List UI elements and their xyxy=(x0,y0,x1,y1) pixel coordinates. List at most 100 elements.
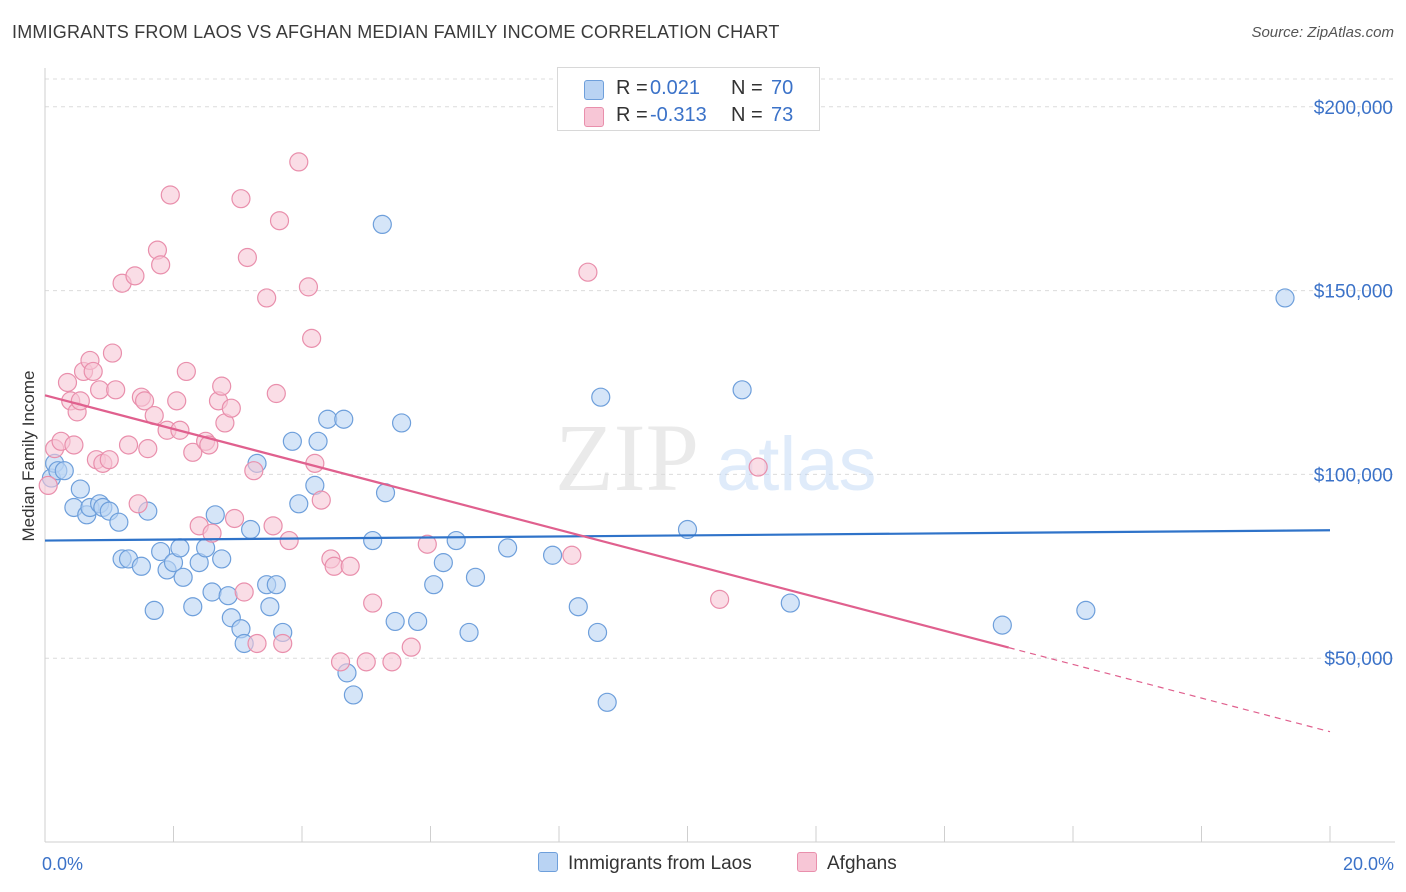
point-afghans xyxy=(237,247,257,268)
legend-row-laos: R = 0.021 N = 70 xyxy=(558,74,819,102)
point-laos xyxy=(131,556,151,576)
point-afghans xyxy=(324,556,344,576)
point-afghans xyxy=(298,277,319,297)
point-afghans xyxy=(128,494,148,514)
point-afghans xyxy=(224,508,245,529)
point-afghans xyxy=(202,523,222,543)
y-tick-label: $100,000 xyxy=(1314,465,1393,486)
point-afghans xyxy=(279,530,299,551)
point-afghans xyxy=(176,361,196,382)
series-label-laos: Immigrants from Laos xyxy=(568,853,752,874)
point-laos xyxy=(54,461,74,481)
series-swatch-afghans xyxy=(797,852,817,872)
point-laos xyxy=(144,600,164,621)
point-afghans xyxy=(247,633,267,654)
correlation-legend: R = 0.021 N = 70 R = -0.313 N = 73 xyxy=(557,67,820,131)
point-laos xyxy=(498,538,518,558)
point-laos xyxy=(1076,600,1096,621)
watermark-zip: ZIP xyxy=(555,404,699,511)
point-laos xyxy=(173,567,193,587)
point-laos xyxy=(587,622,608,643)
point-afghans xyxy=(138,439,158,459)
point-laos xyxy=(260,597,280,617)
point-laos xyxy=(70,479,90,499)
point-laos xyxy=(363,530,383,551)
point-laos xyxy=(424,575,444,595)
point-laos xyxy=(289,494,309,514)
trend-line-dashed-afghans xyxy=(1008,647,1331,733)
point-afghans xyxy=(311,490,331,510)
trend-line-laos xyxy=(44,529,1331,542)
point-afghans xyxy=(562,545,582,565)
point-laos xyxy=(591,387,611,407)
series-label-afghans: Afghans xyxy=(827,853,897,874)
y-tick-label: $200,000 xyxy=(1314,98,1393,119)
point-afghans xyxy=(269,211,290,231)
point-afghans xyxy=(64,435,84,455)
legend-r-label: R = xyxy=(616,77,648,99)
point-afghans xyxy=(710,589,730,609)
point-laos xyxy=(780,593,800,613)
point-laos xyxy=(433,553,453,573)
point-afghans xyxy=(125,266,145,286)
point-laos xyxy=(597,692,617,712)
trend-line-afghans xyxy=(44,394,1010,649)
legend-n-label: N = xyxy=(731,77,763,99)
series-swatch-laos xyxy=(538,852,558,872)
point-afghans xyxy=(330,652,351,672)
point-afghans xyxy=(302,328,322,348)
point-afghans xyxy=(160,185,180,205)
point-afghans xyxy=(99,450,119,470)
axes xyxy=(44,68,1395,843)
legend-swatch-afghans xyxy=(584,107,604,127)
point-afghans xyxy=(102,343,123,363)
point-laos xyxy=(318,409,338,429)
tick-labels: $50,000 $100,000 $150,000 $200,000 0.0% 20.0% xyxy=(42,98,1394,874)
x-tick-label: 0.0% xyxy=(42,854,83,874)
point-afghans xyxy=(382,652,402,672)
legend-r-value: 0.021 xyxy=(650,77,701,99)
legend-swatch-laos xyxy=(584,80,604,100)
source-credit: Source: ZipAtlas.com xyxy=(1251,24,1394,41)
point-laos xyxy=(732,380,752,400)
point-laos xyxy=(212,549,232,569)
legend-r-value: -0.313 xyxy=(650,104,707,126)
legend-n-value: 70 xyxy=(771,77,794,99)
point-laos xyxy=(308,431,328,451)
watermark-atlas: atlas xyxy=(716,422,877,507)
point-laos xyxy=(372,214,392,234)
point-afghans xyxy=(57,372,78,393)
point-laos xyxy=(266,575,286,595)
point-laos xyxy=(202,582,222,602)
point-laos xyxy=(109,512,129,532)
series-legend-afghans: Afghans xyxy=(797,852,897,875)
point-laos xyxy=(992,615,1012,635)
point-laos xyxy=(334,409,354,429)
point-afghans xyxy=(340,556,360,576)
point-afghans xyxy=(356,652,376,672)
point-afghans xyxy=(118,435,139,455)
point-laos xyxy=(170,538,190,558)
point-laos xyxy=(205,505,225,525)
series-legend-laos: Immigrants from Laos xyxy=(538,852,752,875)
point-afghans xyxy=(134,391,155,411)
point-laos xyxy=(385,611,405,632)
legend-r-label: R = xyxy=(616,104,648,126)
point-laos xyxy=(343,685,363,705)
point-laos xyxy=(568,597,588,617)
point-afghans xyxy=(90,380,110,400)
x-tick-label: 20.0% xyxy=(1343,854,1394,874)
data-points xyxy=(38,152,1295,712)
point-afghans xyxy=(38,475,58,496)
point-laos xyxy=(1275,288,1295,308)
point-afghans xyxy=(257,288,277,308)
point-laos xyxy=(151,541,171,562)
chart-title: IMMIGRANTS FROM LAOS VS AFGHAN MEDIAN FA… xyxy=(12,22,780,42)
point-afghans xyxy=(748,457,768,477)
legend-n-value: 73 xyxy=(771,104,794,126)
point-laos xyxy=(282,431,302,451)
point-afghans xyxy=(244,461,264,481)
point-afghans xyxy=(401,637,421,657)
legend-n-label: N = xyxy=(731,104,763,126)
